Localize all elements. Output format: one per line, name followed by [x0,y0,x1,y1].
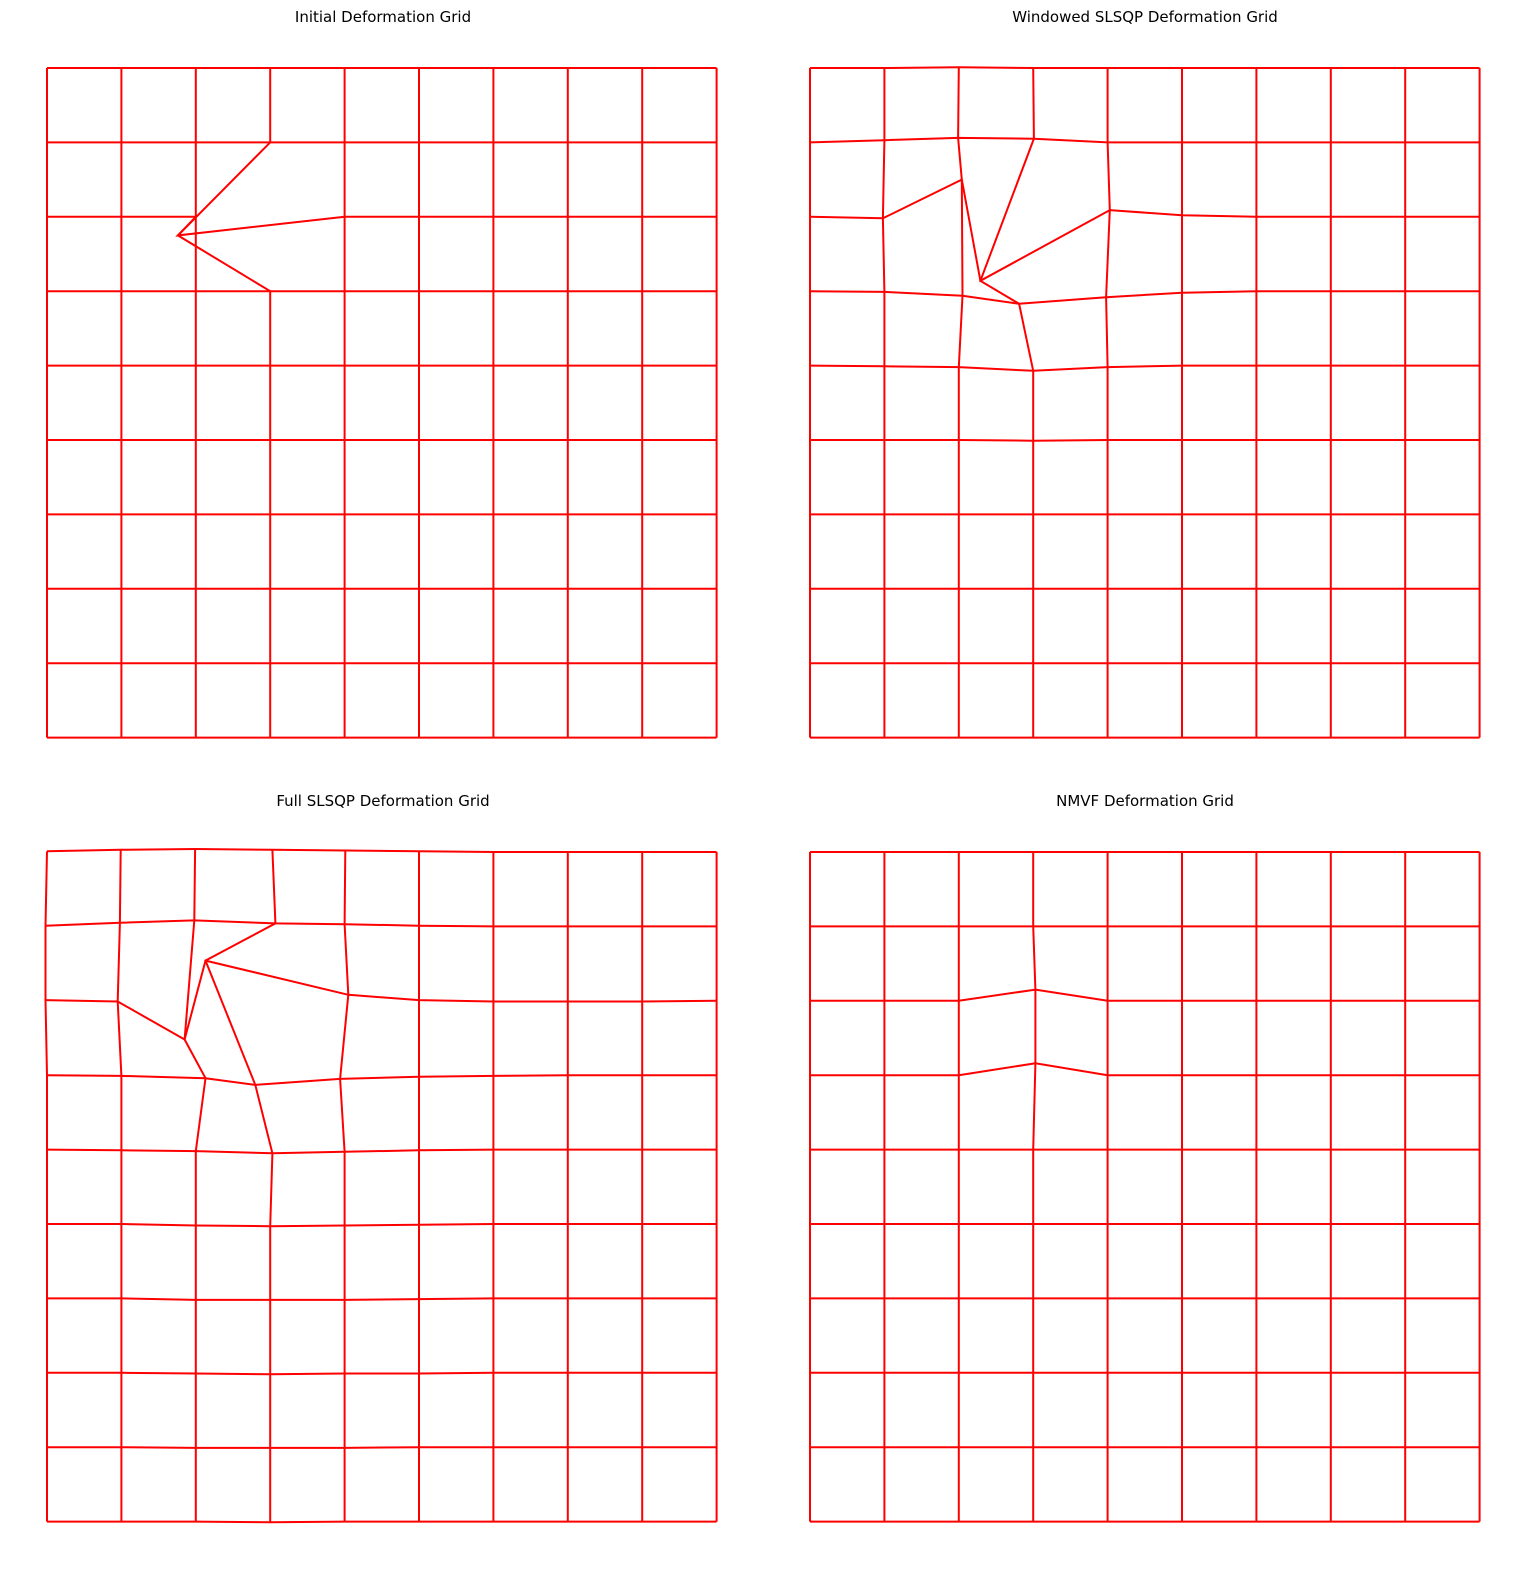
grid-row-line-6 [47,1297,717,1301]
grid-column-line-4 [1105,68,1111,738]
grid-row-line-7 [47,1371,717,1376]
grid-row-line-5 [47,1223,717,1228]
panel-full-slsqp-deformation-grid: Full SLSQP Deformation Grid [44,792,718,1524]
grid-row-line-2 [45,959,717,1042]
grid-lines-windowed [809,66,1481,739]
grid-row-line-0 [46,847,717,853]
grid-column-line-3 [204,849,277,1523]
grid-column-line-0 [44,851,48,1522]
grid-row-line-2 [810,988,1480,1002]
grid-row-line-3 [46,1074,717,1086]
grid-lines-nmvf [809,851,1481,1523]
grid-column-line-3 [1032,852,1037,1522]
grid-column-line-1 [881,68,886,738]
panel-title-full: Full SLSQP Deformation Grid [276,792,489,810]
grid-row-line-0 [810,66,1480,69]
grid-row-line-9 [47,1520,717,1524]
grid-lines-full [44,847,718,1524]
grid-row-line-2 [47,215,717,237]
grid-column-line-1 [116,849,123,1522]
grid-lines-initial [46,67,718,739]
panel-nmvf-deformation-grid: NMVF Deformation Grid [809,792,1481,1523]
grid-row-line-3 [809,290,1480,305]
panel-title-nmvf: NMVF Deformation Grid [1056,792,1234,810]
grid-column-line-3 [176,68,272,738]
grid-column-line-3 [979,67,1035,738]
panel-windowed-slsqp-deformation-grid: Windowed SLSQP Deformation Grid [809,8,1481,739]
grid-column-line-2 [183,848,207,1522]
grid-row-line-1 [809,136,1480,144]
grid-row-line-2 [809,178,1480,283]
panel-title-initial: Initial Deformation Grid [295,8,471,26]
grid-column-line-2 [957,67,964,738]
grid-row-line-8 [47,1446,717,1449]
grid-row-line-3 [810,1062,1480,1077]
panel-title-windowed: Windowed SLSQP Deformation Grid [1012,8,1278,26]
panel-initial-deformation-grid: Initial Deformation Grid [46,8,718,739]
grid-row-line-4 [46,1148,717,1155]
grid-row-line-1 [45,919,717,928]
grid-column-line-4 [339,850,350,1522]
grid-row-line-5 [810,439,1480,442]
grid-row-line-4 [809,364,1480,372]
